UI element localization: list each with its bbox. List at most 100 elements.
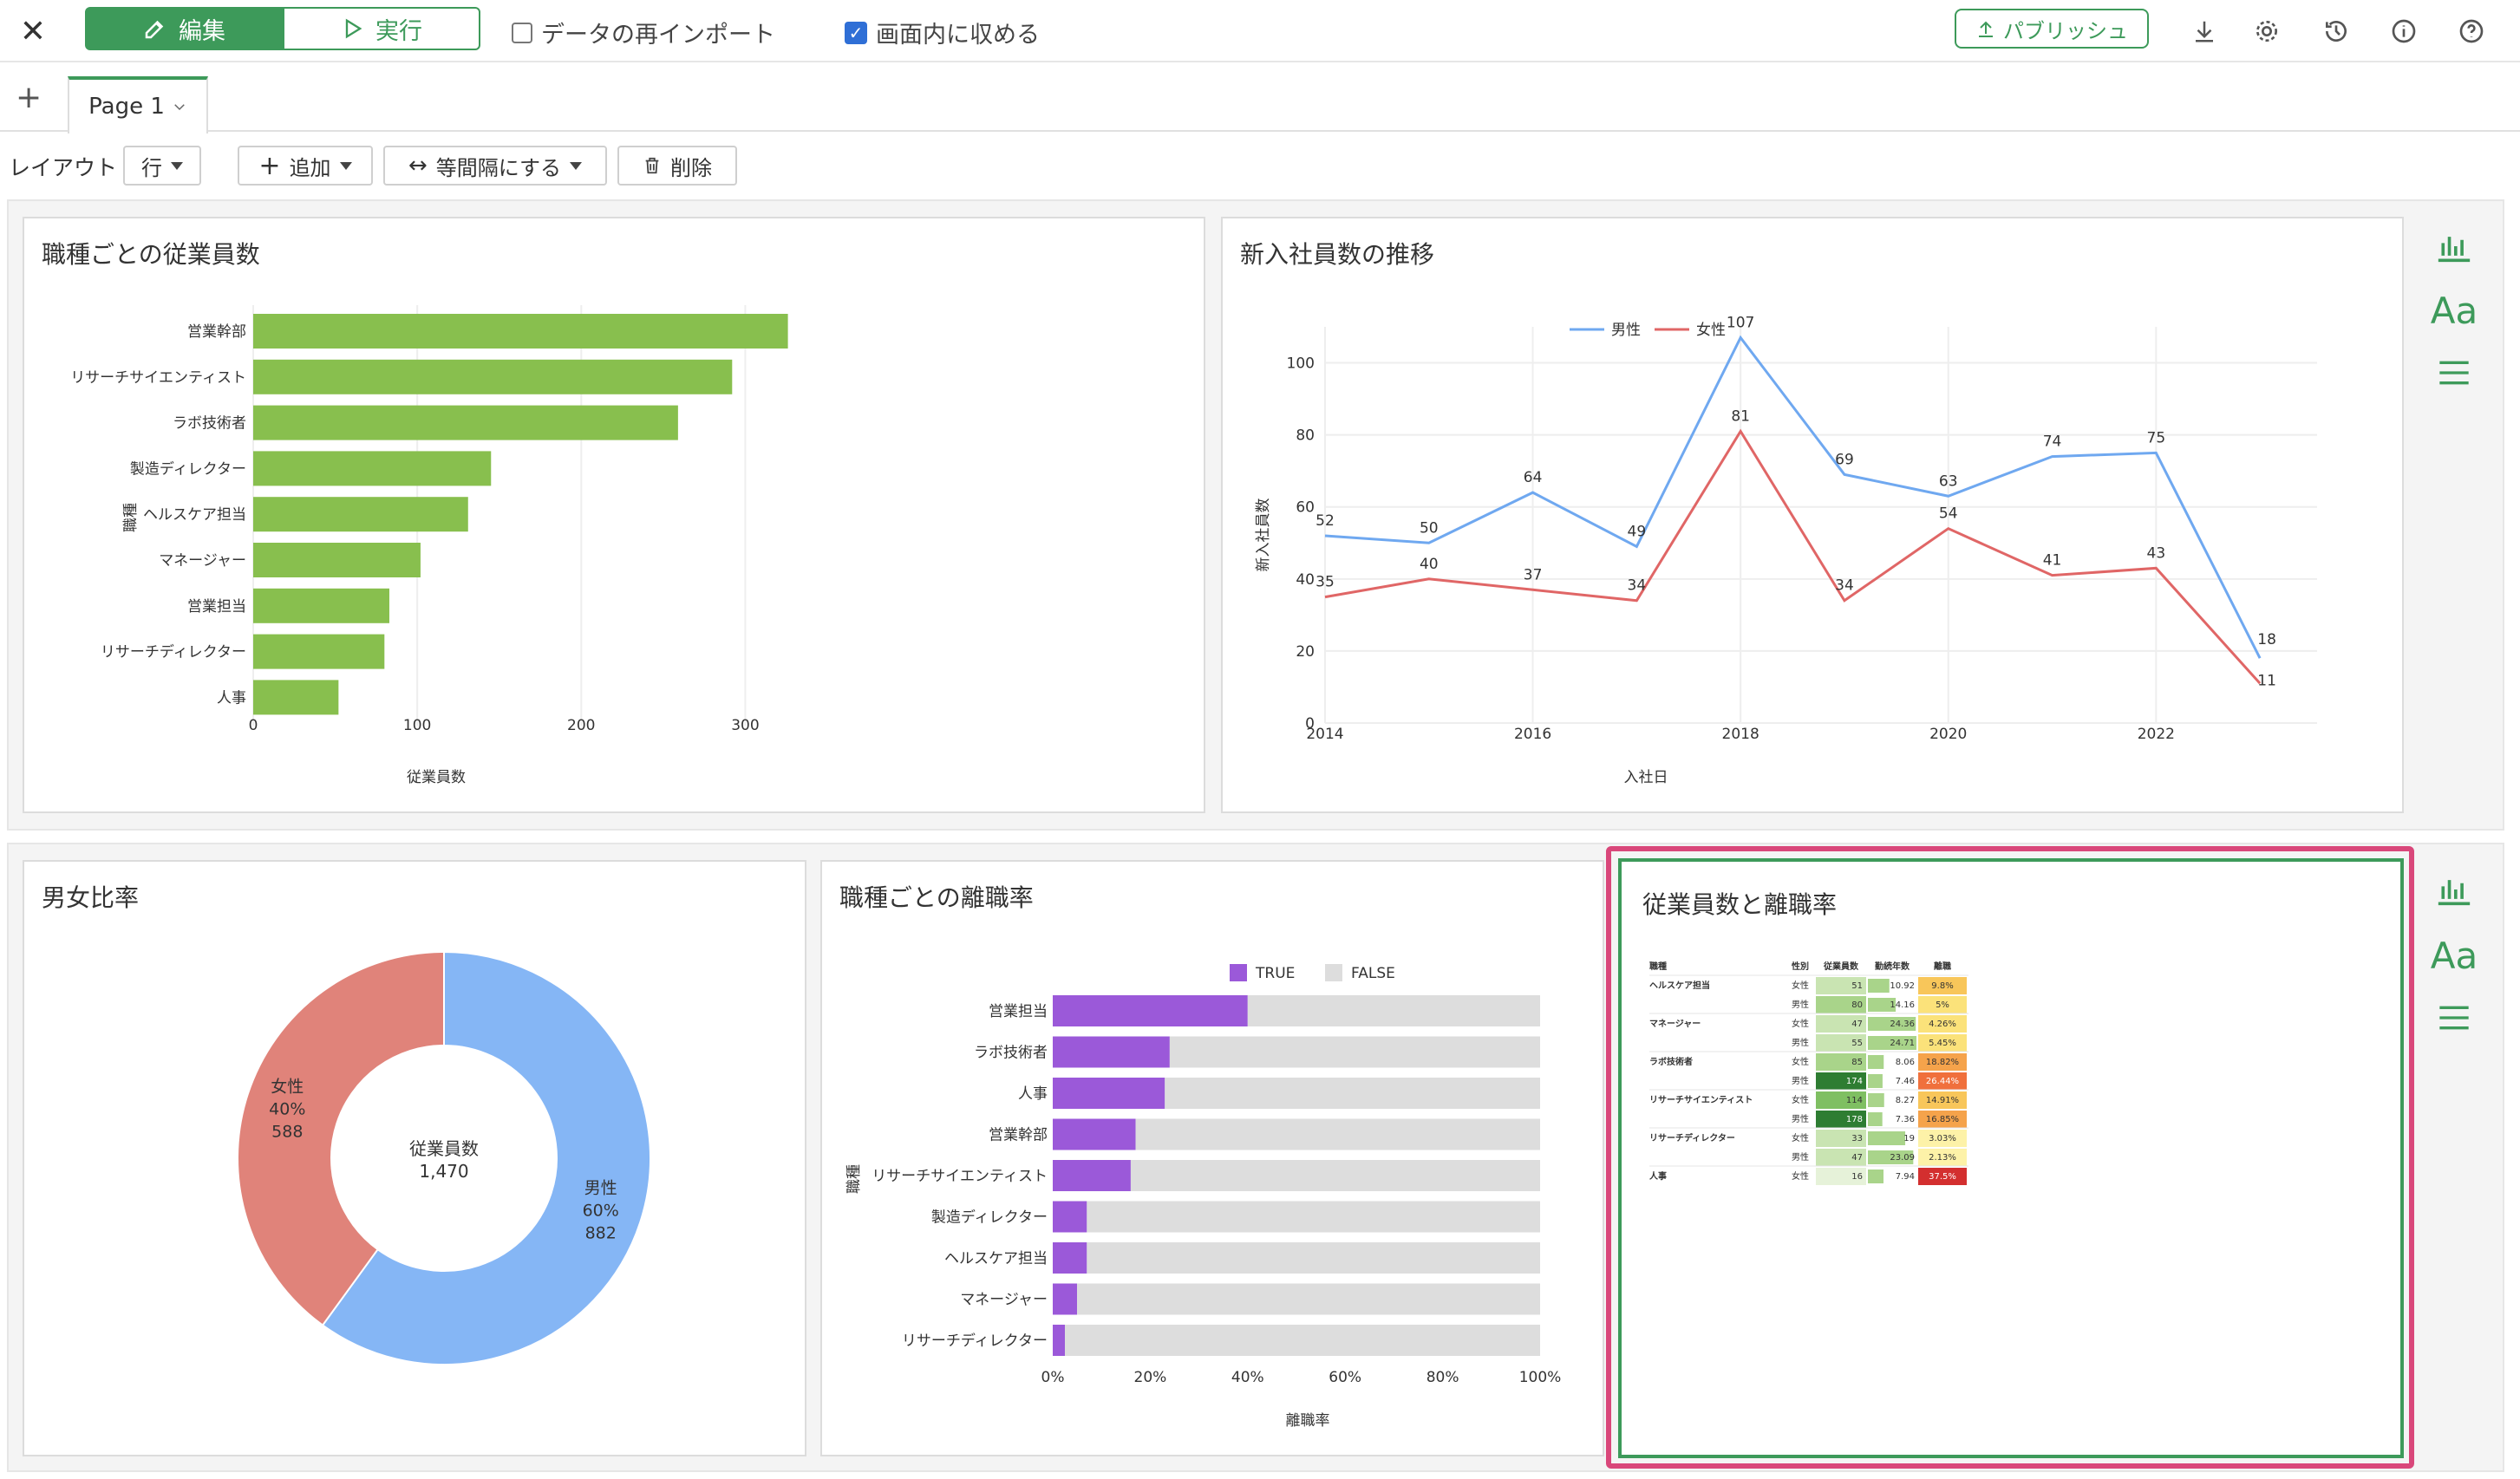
category-label: ヘルスケア担当: [143, 506, 246, 524]
publish-label: パブリッシュ: [2003, 18, 2128, 43]
legend-label: 男性: [1611, 322, 1641, 339]
category-label: ラボ技術者: [974, 1045, 1048, 1062]
years-data-bar: [1868, 1131, 1906, 1145]
bar-true: [1053, 1325, 1066, 1356]
y-tick-label: 100: [1287, 355, 1315, 373]
data-label: 37: [1524, 566, 1543, 583]
panel-employees-and-attrition[interactable]: 従業員数と離職率 職種 性別 従業員数 勤続年数 離職 ヘルスケア担当 女性 51 10.92 9…: [1618, 858, 2404, 1458]
data-label: 43: [2147, 544, 2166, 562]
count-heat-cell: [1816, 996, 1866, 1013]
table-header: 職種: [1649, 961, 1667, 972]
count-heat-cell: [1816, 1091, 1866, 1109]
table-cell-count: 33: [1851, 1134, 1863, 1143]
help-icon[interactable]: [2452, 12, 2491, 50]
table-header: 従業員数: [1823, 961, 1859, 972]
layout-row-select[interactable]: 行: [123, 146, 201, 186]
category-label: 営業幹部: [187, 323, 246, 341]
edit-label: 編集: [179, 17, 225, 45]
edit-icon: [145, 20, 164, 39]
legend-label: FALSE: [1351, 965, 1395, 982]
reimport-checkbox-row[interactable]: データの再インポート: [512, 16, 775, 49]
info-icon[interactable]: [2385, 12, 2423, 50]
rate-heat-cell: [1918, 1149, 1967, 1166]
add-page-button[interactable]: +: [16, 80, 42, 115]
add-button[interactable]: + 追加: [238, 146, 373, 186]
table-cell-sex: 女性: [1792, 1170, 1809, 1182]
table-cell-sex: 男性: [1792, 1113, 1809, 1124]
panel-attrition-by-job[interactable]: 職種ごとの離職率 0% 20% 40% 60% 80% 100% 営業担当 ラボ技術者 人事 営業…: [820, 860, 1604, 1456]
legend-label: TRUE: [1255, 965, 1295, 982]
rate-heat-cell: [1918, 1072, 1967, 1090]
x-tick-label: 2018: [1722, 726, 1759, 743]
data-label: 34: [1628, 577, 1647, 595]
table-cell-count: 16: [1851, 1172, 1863, 1182]
table-cell-sex: 女性: [1792, 980, 1809, 991]
table-cell-rate: 5.45%: [1929, 1039, 1956, 1048]
table-cell-sex: 男性: [1792, 1075, 1809, 1086]
font-settings-icon[interactable]: Aa: [2430, 934, 2478, 977]
panel-employees-by-job[interactable]: 職種ごとの従業員数 0 100 200 300 営業幹部 リサーチサイエンティスト ラボ技術…: [23, 217, 1205, 813]
x-tick-label: 2016: [1514, 726, 1551, 743]
arrows-horizontal-icon: ↔: [408, 153, 428, 179]
x-tick-label: 2022: [2138, 726, 2175, 743]
table-cell-years: 10.92: [1890, 981, 1915, 991]
count-heat-cell: [1816, 1130, 1866, 1147]
slice-name: 女性: [271, 1077, 304, 1096]
category-label: 製造ディレクター: [130, 459, 246, 478]
font-settings-icon[interactable]: Aa: [2430, 289, 2478, 332]
download-icon[interactable]: [2185, 12, 2223, 50]
tab-page-1[interactable]: Page 1: [68, 76, 208, 134]
data-label: 18: [2257, 631, 2276, 648]
table-cell-years: 24.36: [1890, 1020, 1915, 1029]
equal-label: 等間隔にする: [435, 155, 562, 180]
delete-button[interactable]: 削除: [617, 146, 737, 186]
count-heat-cell: [1816, 1168, 1866, 1185]
y-axis-title: 職種: [845, 1164, 863, 1194]
data-label: 64: [1524, 469, 1543, 486]
table-cell-rate: 2.13%: [1929, 1153, 1956, 1163]
slice-name: 男性: [584, 1179, 617, 1198]
category-label: リサーチサイエンティスト: [70, 369, 246, 387]
edit-button[interactable]: 編集: [85, 7, 283, 50]
legend-label: 女性: [1696, 322, 1726, 339]
selection-highlight: [1606, 846, 2414, 1469]
new-hires-line-chart: 0 20 40 60 80 100 2014 2016 2018 2020 2022 52 50 64 49…: [1255, 314, 2317, 786]
data-label: 52: [1315, 512, 1335, 530]
gear-icon[interactable]: [2248, 12, 2286, 50]
fit-checkbox-row[interactable]: ✓ 画面内に収める: [845, 16, 1040, 49]
table-cell-job: ヘルスケア担当: [1649, 980, 1710, 991]
years-data-bar: [1868, 1112, 1883, 1126]
data-label: 34: [1835, 577, 1854, 595]
years-data-bar: [1868, 1093, 1884, 1107]
data-label: 81: [1731, 407, 1750, 425]
x-tick-label: 0%: [1041, 1369, 1065, 1386]
menu-icon[interactable]: [2428, 992, 2480, 1044]
table-cell-rate: 4.26%: [1929, 1020, 1956, 1029]
close-icon[interactable]: ✕: [19, 13, 47, 49]
equal-spacing-button[interactable]: ↔ 等間隔にする: [383, 146, 607, 186]
data-label: 41: [2043, 552, 2062, 570]
rate-heat-cell: [1918, 1168, 1967, 1185]
run-button[interactable]: 実行: [283, 7, 480, 50]
chart-settings-icon[interactable]: [2428, 863, 2480, 915]
x-axis-title: 離職率: [1286, 1412, 1330, 1430]
panel-new-hires-trend[interactable]: 新入社員数の推移 0 20 40 60 80 100 2014 2016 2018 2020 202…: [1221, 217, 2404, 813]
reimport-checkbox[interactable]: [512, 22, 532, 43]
legend-swatch: [1325, 964, 1342, 981]
menu-icon[interactable]: [2428, 347, 2480, 399]
bar-true: [1053, 995, 1248, 1026]
chart-settings-icon[interactable]: [2428, 220, 2480, 272]
history-icon[interactable]: [2317, 12, 2355, 50]
category-label: 営業担当: [989, 1003, 1048, 1020]
play-icon: [345, 18, 362, 39]
data-label: 35: [1315, 574, 1335, 591]
table-cell-count: 80: [1851, 1000, 1863, 1010]
table-cell-sex: 男性: [1792, 1151, 1809, 1163]
layout-row-label: 行: [141, 155, 162, 180]
fit-checkbox-checked[interactable]: ✓: [845, 21, 867, 44]
data-label: 74: [2043, 433, 2062, 451]
bar-false: [1130, 1160, 1540, 1191]
publish-button[interactable]: パブリッシュ: [1955, 9, 2149, 49]
panel-gender-ratio[interactable]: 男女比率 男性 60% 882 女性 40% 588 従業員数 1,470: [23, 860, 806, 1456]
bar-false: [1087, 1201, 1540, 1233]
